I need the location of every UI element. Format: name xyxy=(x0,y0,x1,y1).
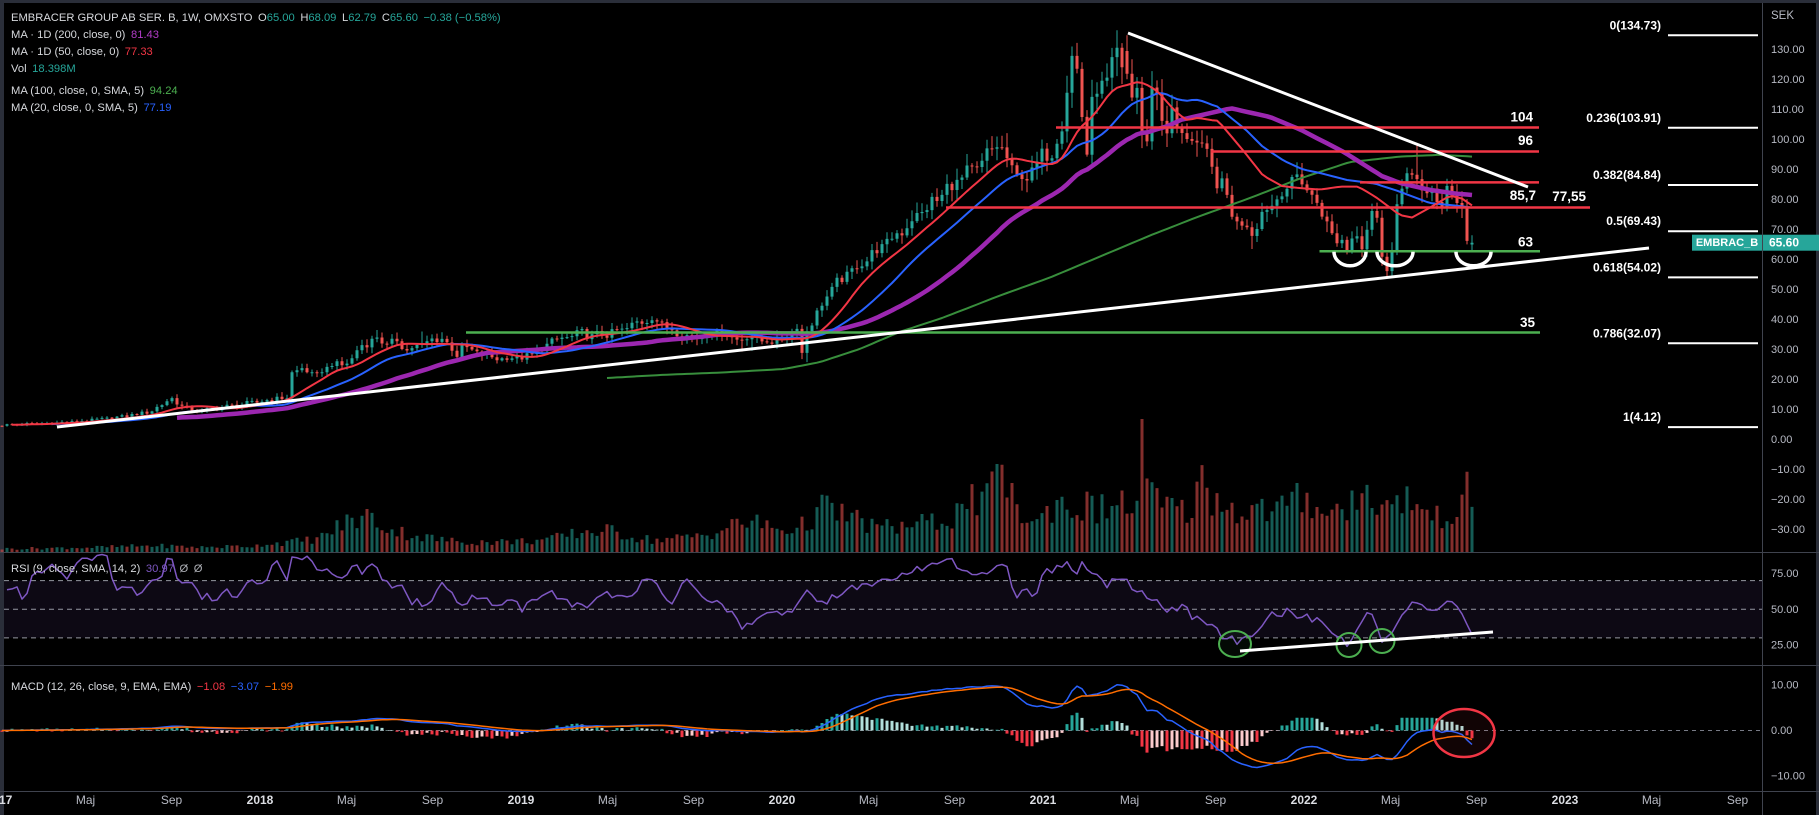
svg-text:110.00: 110.00 xyxy=(1771,104,1804,116)
svg-text:0.618(54.02): 0.618(54.02) xyxy=(1593,260,1661,274)
svg-text:85,7: 85,7 xyxy=(1510,188,1536,203)
svg-text:10.00: 10.00 xyxy=(1771,404,1799,416)
svg-text:0.236(103.91): 0.236(103.91) xyxy=(1586,111,1661,125)
svg-text:2017: 2017 xyxy=(0,793,13,807)
svg-text:MA · 1D (200, close, 0) 81.43: MA · 1D (200, close, 0) 81.43 xyxy=(11,29,159,41)
svg-text:MA · 1D (50, close, 0) 77.33: MA · 1D (50, close, 0) 77.33 xyxy=(11,46,153,58)
svg-text:65.60: 65.60 xyxy=(1769,236,1799,250)
svg-text:60.00: 60.00 xyxy=(1771,254,1799,266)
svg-text:−10.00: −10.00 xyxy=(1771,464,1805,476)
svg-text:EMBRAC_B: EMBRAC_B xyxy=(1696,237,1758,249)
svg-text:Sep: Sep xyxy=(1205,793,1227,807)
svg-text:2023: 2023 xyxy=(1552,793,1579,807)
svg-text:75.00: 75.00 xyxy=(1771,568,1799,580)
svg-text:2022: 2022 xyxy=(1291,793,1318,807)
svg-text:Sep: Sep xyxy=(683,793,705,807)
svg-text:80.00: 80.00 xyxy=(1771,194,1799,206)
svg-text:70.00: 70.00 xyxy=(1771,224,1799,236)
svg-text:2020: 2020 xyxy=(769,793,796,807)
svg-text:50.00: 50.00 xyxy=(1771,284,1799,296)
svg-text:Maj: Maj xyxy=(337,793,356,807)
svg-text:Sep: Sep xyxy=(1727,793,1749,807)
svg-text:96: 96 xyxy=(1518,133,1534,148)
svg-text:100.00: 100.00 xyxy=(1771,134,1805,146)
svg-text:Maj: Maj xyxy=(1381,793,1400,807)
svg-text:25.00: 25.00 xyxy=(1771,640,1799,652)
svg-text:MACD (12, 26, close, 9, EMA, E: MACD (12, 26, close, 9, EMA, EMA) −1.08 … xyxy=(11,681,293,693)
svg-text:0.382(84.84): 0.382(84.84) xyxy=(1593,168,1661,182)
svg-text:RSI (9, close, SMA, 14, 2) 30.: RSI (9, close, SMA, 14, 2) 30.97 Ø Ø xyxy=(11,563,203,575)
svg-text:104: 104 xyxy=(1510,110,1533,125)
svg-text:30.00: 30.00 xyxy=(1771,344,1799,356)
svg-text:Maj: Maj xyxy=(76,793,95,807)
svg-text:Maj: Maj xyxy=(1120,793,1139,807)
svg-text:10.00: 10.00 xyxy=(1771,680,1799,692)
svg-text:35: 35 xyxy=(1520,315,1536,330)
svg-text:EMBRACER GROUP AB SER. B, 1W,: EMBRACER GROUP AB SER. B, 1W, OMXSTO O65… xyxy=(11,12,501,24)
svg-text:MA (20, close, 0, SMA, 5) 77.1: MA (20, close, 0, SMA, 5) 77.19 xyxy=(11,102,171,114)
svg-text:Maj: Maj xyxy=(859,793,878,807)
svg-text:Sep: Sep xyxy=(1466,793,1488,807)
svg-text:−20.00: −20.00 xyxy=(1771,494,1805,506)
svg-text:Maj: Maj xyxy=(598,793,617,807)
svg-text:77,55: 77,55 xyxy=(1552,189,1586,204)
svg-text:50.00: 50.00 xyxy=(1771,604,1799,616)
svg-text:Sep: Sep xyxy=(422,793,444,807)
svg-text:0.00: 0.00 xyxy=(1771,434,1792,446)
svg-text:0.786(32.07): 0.786(32.07) xyxy=(1593,326,1661,340)
svg-text:40.00: 40.00 xyxy=(1771,314,1799,326)
svg-text:1(4.12): 1(4.12) xyxy=(1623,410,1661,424)
svg-text:Vol 18.398M: Vol 18.398M xyxy=(11,63,76,75)
svg-text:20.00: 20.00 xyxy=(1771,374,1799,386)
svg-text:−30.00: −30.00 xyxy=(1771,524,1805,536)
svg-text:2019: 2019 xyxy=(508,793,535,807)
svg-text:120.00: 120.00 xyxy=(1771,74,1805,86)
svg-text:MA (100, close, 0, SMA, 5) 94.: MA (100, close, 0, SMA, 5) 94.24 xyxy=(11,85,178,97)
svg-text:63: 63 xyxy=(1518,235,1534,250)
svg-text:−10.00: −10.00 xyxy=(1771,771,1805,783)
svg-text:Sep: Sep xyxy=(161,793,183,807)
svg-text:90.00: 90.00 xyxy=(1771,164,1799,176)
svg-text:130.00: 130.00 xyxy=(1771,44,1805,56)
svg-text:0(134.73): 0(134.73) xyxy=(1610,18,1661,32)
svg-text:SEK: SEK xyxy=(1771,10,1794,22)
svg-text:2021: 2021 xyxy=(1030,793,1057,807)
svg-text:Sep: Sep xyxy=(944,793,966,807)
svg-text:2018: 2018 xyxy=(247,793,274,807)
svg-text:Maj: Maj xyxy=(1642,793,1661,807)
svg-text:0.00: 0.00 xyxy=(1771,725,1792,737)
svg-text:0.5(69.43): 0.5(69.43) xyxy=(1606,214,1661,228)
